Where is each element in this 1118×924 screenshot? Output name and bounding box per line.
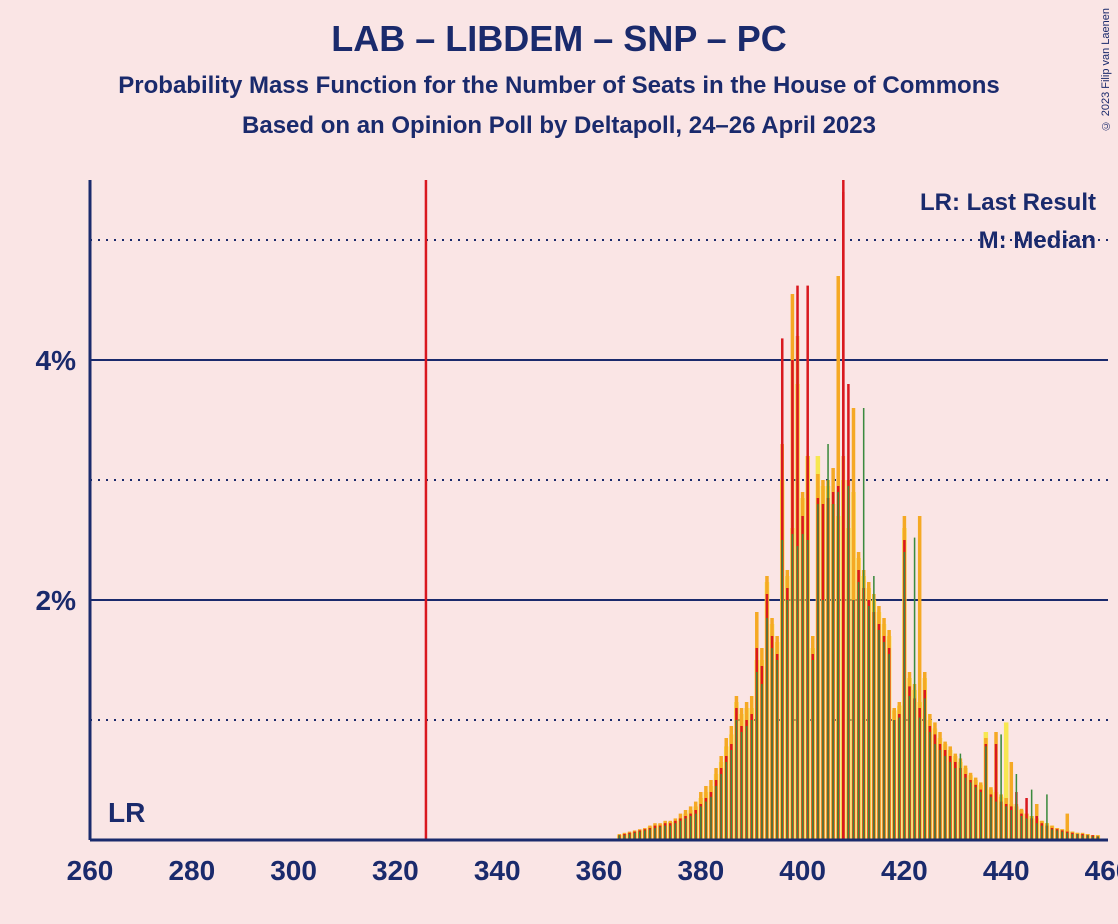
bar-pc: [680, 821, 682, 840]
bar-pc: [787, 600, 789, 840]
bar-pc: [669, 826, 671, 840]
bar-pc: [756, 672, 758, 840]
bar-pc: [807, 540, 809, 840]
x-tick-label: 360: [576, 855, 623, 886]
bar-pc: [705, 802, 707, 840]
bar-pc: [1031, 790, 1033, 840]
bar-pc: [1005, 806, 1007, 840]
x-tick-label: 460: [1085, 855, 1118, 886]
bar-pc: [899, 718, 901, 840]
x-tick-label: 420: [881, 855, 928, 886]
x-tick-label: 280: [168, 855, 215, 886]
bar-pc: [792, 534, 794, 840]
bar-pc: [797, 546, 799, 840]
bar-pc: [934, 744, 936, 840]
bar-pc: [761, 684, 763, 840]
bar-pc: [960, 754, 962, 840]
bar-pc: [837, 492, 839, 840]
bar-pc: [776, 660, 778, 840]
bar-pc: [955, 768, 957, 840]
bar-pc: [654, 828, 656, 840]
chart-subtitle-2: Based on an Opinion Poll by Deltapoll, 2…: [0, 112, 1118, 140]
bar-pc: [751, 720, 753, 840]
bar-pc: [781, 540, 783, 840]
bar-pc: [695, 814, 697, 840]
bar-pc: [965, 778, 967, 840]
bar-pc: [715, 786, 717, 840]
x-tick-label: 440: [983, 855, 1030, 886]
bar-pc: [853, 600, 855, 840]
bar-pc: [766, 618, 768, 840]
bar-pc: [710, 797, 712, 840]
bar-pc: [771, 648, 773, 840]
bar-pc: [929, 732, 931, 840]
bar-pc: [985, 746, 987, 840]
bar-pc: [909, 696, 911, 840]
bar-pc: [832, 504, 834, 840]
bar-pc: [1021, 816, 1023, 840]
bar-pc: [949, 762, 951, 840]
chart-subtitle-1: Probability Mass Function for the Number…: [0, 72, 1118, 100]
bar-pc: [1046, 794, 1048, 840]
bar-pc: [720, 774, 722, 840]
bar-pc: [746, 726, 748, 840]
x-tick-label: 340: [474, 855, 521, 886]
copyright-text: © 2023 Filip van Laenen: [1100, 8, 1112, 131]
bar-pc: [924, 698, 926, 840]
bar-pc: [970, 782, 972, 840]
bar-pc: [944, 756, 946, 840]
bar-pc: [731, 750, 733, 840]
bar-pc: [868, 606, 870, 840]
y-tick-label: 4%: [36, 345, 77, 376]
bar-pc: [975, 787, 977, 840]
bar-pc: [863, 408, 865, 840]
bar-pc: [1026, 818, 1028, 840]
bar-pc: [649, 829, 651, 840]
bar-pc: [700, 806, 702, 840]
x-tick-label: 380: [677, 855, 724, 886]
bar-pc: [741, 732, 743, 840]
bar-pc: [980, 792, 982, 840]
bar-pc: [904, 552, 906, 840]
x-tick-label: 400: [779, 855, 826, 886]
lr-label: LR: [108, 797, 145, 828]
bar-pc: [1051, 829, 1053, 840]
x-tick-label: 260: [67, 855, 114, 886]
bar-pc: [1036, 823, 1038, 840]
bar-pc: [1011, 810, 1013, 840]
bar-pc: [822, 600, 824, 840]
bar-pc: [812, 660, 814, 840]
bar-pc: [990, 797, 992, 840]
bar-pc: [1041, 826, 1043, 840]
bar-pc: [914, 538, 916, 840]
bar-pc: [802, 534, 804, 840]
x-tick-label: 300: [270, 855, 317, 886]
bar-pc: [725, 762, 727, 840]
bar-pc: [690, 816, 692, 840]
bar-pc: [1016, 774, 1018, 840]
bar-pc: [1000, 734, 1002, 840]
y-tick-label: 2%: [36, 585, 77, 616]
x-tick-label: 320: [372, 855, 419, 886]
legend-m: M: Median: [979, 227, 1096, 254]
bar-pc: [873, 576, 875, 840]
bar-pc: [817, 504, 819, 840]
bar-pc: [675, 823, 677, 840]
bar-pc: [888, 654, 890, 840]
bar-pc: [827, 444, 829, 840]
bar-pc: [858, 582, 860, 840]
bar-pc: [893, 720, 895, 840]
bar-pc: [659, 827, 661, 840]
bar-pc: [685, 818, 687, 840]
bar-pc: [736, 720, 738, 840]
bar-pc: [883, 642, 885, 840]
bar-pc: [848, 486, 850, 840]
bar-pc: [995, 802, 997, 840]
bar-pc: [939, 750, 941, 840]
bar-pc: [878, 630, 880, 840]
bar-pc: [919, 718, 921, 840]
chart-title: LAB – LIBDEM – SNP – PC: [0, 18, 1118, 60]
legend-lr: LR: Last Result: [920, 189, 1096, 216]
bar-pc: [664, 826, 666, 840]
